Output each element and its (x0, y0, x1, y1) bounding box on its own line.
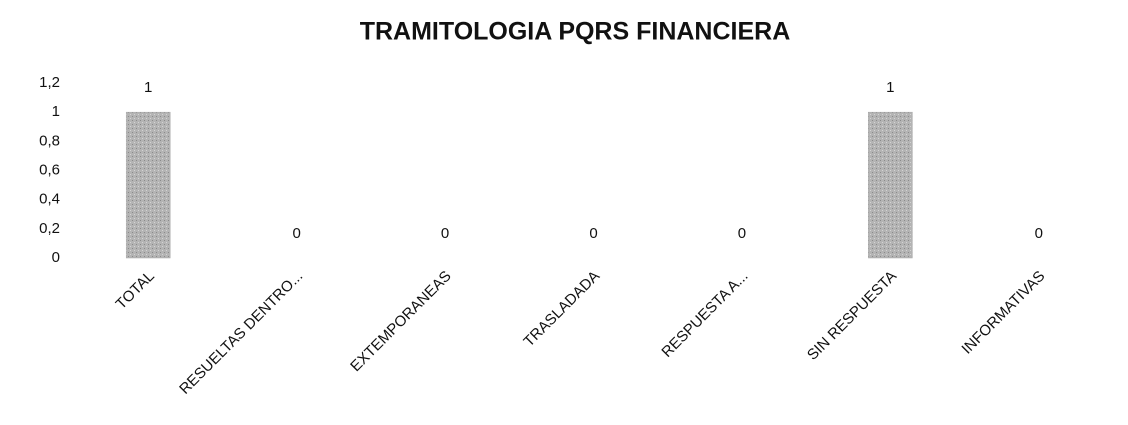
x-tick-label: RESUELTAS DENTRO... (176, 268, 306, 398)
y-tick-label: 0,8 (39, 132, 60, 149)
value-label: 0 (1035, 225, 1043, 242)
y-tick-label: 0,2 (39, 220, 60, 237)
x-tick-label: TRASLADADA (520, 268, 603, 351)
y-tick-label: 0 (52, 249, 60, 266)
chart-title: TRAMITOLOGIA PQRS FINANCIERA (360, 18, 791, 46)
bar (125, 111, 171, 259)
x-tick-label: SIN RESPUESTA (804, 268, 900, 364)
bar (868, 111, 913, 259)
value-label: 0 (292, 225, 300, 242)
value-label: 1 (886, 79, 894, 96)
value-label: 0 (589, 225, 597, 242)
value-label: 0 (441, 225, 449, 242)
x-tick-label: EXTEMPORANEAS (347, 268, 455, 376)
y-tick-label: 1 (52, 103, 60, 120)
y-tick-label: 1,2 (39, 74, 60, 91)
x-tick-label: TOTAL (113, 268, 158, 313)
x-tick-label: INFORMATIVAS (958, 268, 1048, 358)
y-tick-label: 0,4 (39, 191, 60, 208)
y-tick-label: 0,6 (39, 161, 60, 178)
value-label: 1 (144, 79, 152, 96)
x-tick-label: RESPUESTA A... (658, 268, 751, 361)
value-label: 0 (738, 225, 746, 242)
